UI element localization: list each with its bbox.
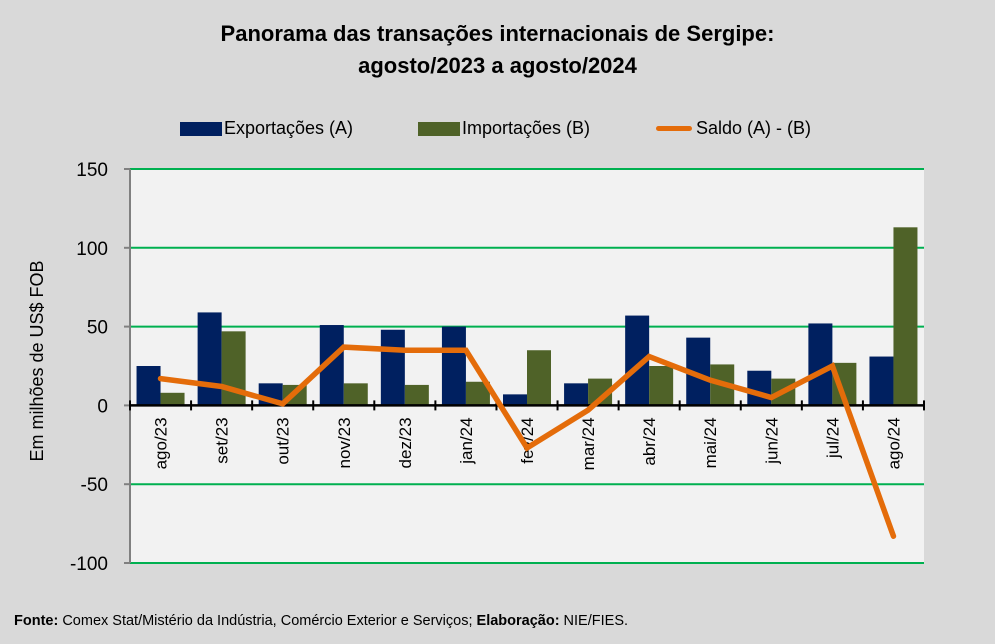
bar-exports [747,370,772,406]
elaboration-text: NIE/FIES. [559,613,629,629]
x-tick-label: mar/24 [579,417,598,470]
x-tick-label: set/23 [213,417,232,463]
bar-exports [136,366,161,406]
bar-imports [404,384,429,406]
bar-exports [564,383,589,406]
legend-item-imports: Importações (B) [418,118,590,139]
y-tick-label: -100 [70,554,108,575]
bar-imports [893,227,918,406]
legend-label-imports: Importações (B) [462,118,591,138]
legend-item-exports: Exportações (A) [180,118,353,139]
bar-imports [343,383,368,406]
chart-title: Panorama das transações internacionais d… [0,18,995,82]
source-text: Comex Stat/Mistério da Indústria, Comérc… [58,613,477,629]
x-tick-label: dez/23 [396,417,415,468]
source-footer: Fonte: Comex Stat/Mistério da Indústria,… [14,613,628,629]
legend-item-balance: Saldo (A) - (B) [656,118,811,139]
legend-swatch-balance [656,126,692,131]
x-tick-label: fev/24 [518,417,537,463]
legend-swatch-imports [418,121,460,136]
bar-imports [465,381,490,406]
bar-exports [503,394,527,406]
source-label: Fonte: [14,613,59,629]
y-tick-label: 100 [76,239,108,260]
y-axis-title: Em milhões de US$ FOB [27,260,47,461]
x-tick-label: jan/24 [457,417,476,464]
y-tick-label: -50 [81,475,108,496]
x-tick-label: nov/23 [335,417,354,468]
elaboration-label: Elaboração: [476,613,560,629]
y-tick-label: 50 [87,318,108,339]
x-tick-label: jun/24 [762,417,781,464]
x-tick-label: ago/24 [884,417,903,469]
legend-label-balance: Saldo (A) - (B) [696,118,812,138]
y-tick-label: 150 [76,160,108,181]
y-tick-label: 0 [97,396,108,417]
bar-imports [160,392,185,406]
legend-label-exports: Exportações (A) [224,118,354,138]
bar-imports [527,350,551,406]
bar-exports [808,323,833,406]
x-tick-label: mai/24 [701,417,720,468]
bar-exports [441,326,466,406]
x-tick-label: ago/23 [152,417,171,469]
x-tick-label: out/23 [274,417,293,464]
bar-exports [869,356,894,406]
x-tick-label: jul/24 [823,417,842,459]
x-tick-label: abr/24 [640,417,659,465]
bar-exports [197,312,222,406]
legend-swatch-exports [180,121,222,136]
bar-exports [380,329,405,406]
chart-title-line-1: Panorama das transações internacionais d… [220,21,775,46]
chart-title-line-2: agosto/2023 a agosto/2024 [358,53,637,78]
legend: Exportações (A) Importações (B) Saldo (A… [0,118,995,144]
bar-imports [649,366,674,406]
